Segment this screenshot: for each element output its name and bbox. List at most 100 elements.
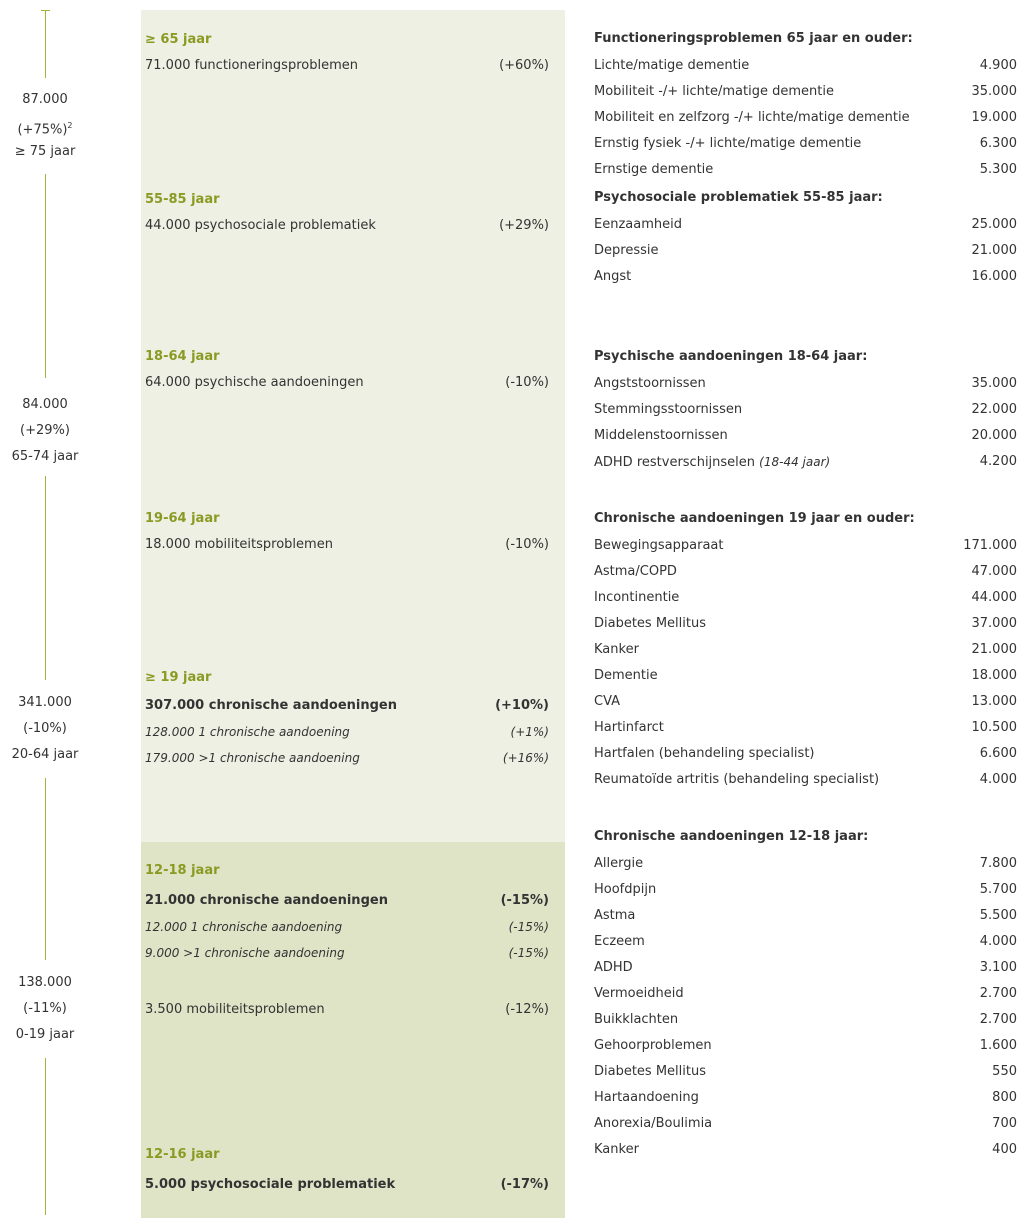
block-line: 71.000 functioneringsproblemen bbox=[145, 58, 358, 73]
row-label: Mobiliteit -/+ lichte/matige dementie bbox=[594, 84, 834, 100]
row-value: 18.000 bbox=[971, 668, 1018, 683]
row-label: Incontinentie bbox=[594, 590, 679, 606]
row-value: 7.800 bbox=[979, 856, 1017, 871]
row-label: Middelenstoornissen bbox=[594, 428, 728, 444]
label: Mobiliteit -/+ lichte/matige dementie bbox=[594, 84, 834, 99]
block-change: (-15%) bbox=[500, 893, 549, 908]
block-line: 179.000 >1 chronische aandoening bbox=[145, 751, 360, 765]
timeline-value: 341.000 bbox=[18, 695, 72, 710]
row-value: 20.000 bbox=[971, 428, 1018, 443]
row-label: Anorexia/Boulimia bbox=[594, 1116, 712, 1132]
row-label: Depressie bbox=[594, 243, 658, 259]
row-label: Astma bbox=[594, 908, 635, 924]
row-value: 19.000 bbox=[971, 110, 1018, 125]
timeline-value: 138.000 bbox=[18, 975, 72, 990]
row-value: 25.000 bbox=[971, 217, 1018, 232]
timeline-line bbox=[45, 778, 46, 960]
row-label: ADHD bbox=[594, 960, 633, 976]
row-label: Diabetes Mellitus bbox=[594, 1064, 706, 1080]
row-label: Gehoorproblemen bbox=[594, 1038, 712, 1054]
section-heading: Chronische aandoeningen 12-18 jaar: bbox=[594, 829, 869, 844]
change: (-10%) bbox=[23, 721, 67, 736]
row-value: 35.000 bbox=[971, 376, 1018, 391]
row-label: Angststoornissen bbox=[594, 376, 706, 392]
row-label: Ernstige dementie bbox=[594, 162, 713, 178]
block-change: (+16%) bbox=[502, 751, 549, 765]
label: Hartfalen (behandeling specialist) bbox=[594, 746, 815, 761]
label: ADHD restverschijnselen bbox=[594, 455, 756, 470]
block-heading: 19-64 jaar bbox=[145, 511, 220, 526]
note: (18-44 jaar) bbox=[759, 455, 831, 469]
row-value: 400 bbox=[992, 1142, 1017, 1157]
label: Angst bbox=[594, 269, 632, 284]
label: Eenzaamheid bbox=[594, 217, 682, 232]
timeline-change: (+75%)2 bbox=[0, 118, 90, 138]
row-label: Vermoeidheid bbox=[594, 986, 684, 1002]
timeline-line bbox=[45, 1058, 46, 1215]
block-change: (-15%) bbox=[508, 946, 549, 960]
row-value: 21.000 bbox=[971, 642, 1018, 657]
block-line: 18.000 mobiliteitsproblemen bbox=[145, 537, 333, 552]
row-label: Astma/COPD bbox=[594, 564, 677, 580]
row-value: 171.000 bbox=[963, 538, 1017, 553]
label: Ernstig fysiek -/+ lichte/matige dementi… bbox=[594, 136, 862, 151]
row-label: Eenzaamheid bbox=[594, 217, 682, 233]
panel-youth bbox=[141, 842, 565, 1218]
block-change: (-12%) bbox=[505, 1002, 549, 1017]
row-label: Ernstig fysiek -/+ lichte/matige dementi… bbox=[594, 136, 861, 152]
row-value: 550 bbox=[992, 1064, 1017, 1079]
block-change: (+60%) bbox=[499, 58, 549, 73]
block-line: 44.000 psychosociale problematiek bbox=[145, 218, 376, 233]
label: Astma bbox=[594, 908, 636, 923]
label: Allergie bbox=[594, 856, 644, 871]
row-label: Kanker bbox=[594, 642, 639, 658]
row-value: 10.500 bbox=[971, 720, 1018, 735]
block-line: 12.000 1 chronische aandoening bbox=[145, 920, 343, 934]
row-value: 44.000 bbox=[971, 590, 1018, 605]
change: (-11%) bbox=[23, 1001, 67, 1016]
row-label: Eczeem bbox=[594, 934, 645, 950]
row-label: Dementie bbox=[594, 668, 658, 684]
row-value: 1.600 bbox=[979, 1038, 1017, 1053]
label: Diabetes Mellitus bbox=[594, 616, 706, 631]
label: ADHD bbox=[594, 960, 633, 975]
timeline-age: 65-74 jaar bbox=[11, 449, 79, 464]
row-value: 21.000 bbox=[971, 243, 1018, 258]
block-line: 5.000 psychosociale problematiek bbox=[145, 1177, 396, 1192]
block-heading: 55-85 jaar bbox=[145, 192, 220, 207]
block-change: (-17%) bbox=[500, 1177, 549, 1192]
row-label: ADHD restverschijnselen (18-44 jaar) bbox=[594, 454, 830, 471]
block-heading: 12-18 jaar bbox=[145, 863, 220, 878]
label: Anorexia/Boulimia bbox=[594, 1116, 713, 1131]
label: Kanker bbox=[594, 642, 639, 657]
row-label: Hoofdpijn bbox=[594, 882, 656, 898]
row-label: Lichte/matige dementie bbox=[594, 58, 749, 74]
block-line: 307.000 chronische aandoeningen bbox=[145, 698, 397, 713]
timeline-value: 84.000 bbox=[22, 397, 68, 412]
block-change: (+10%) bbox=[495, 698, 549, 713]
block-line: 3.500 mobiliteitsproblemen bbox=[145, 1002, 325, 1017]
row-label: Buikklachten bbox=[594, 1012, 678, 1028]
row-value: 6.600 bbox=[979, 746, 1017, 761]
row-value: 47.000 bbox=[971, 564, 1018, 579]
row-value: 3.100 bbox=[979, 960, 1017, 975]
row-label: Mobiliteit en zelfzorg -/+ lichte/matige… bbox=[594, 110, 910, 126]
row-label: Reumatoïde artritis (behandeling special… bbox=[594, 772, 879, 788]
row-label: Hartaandoening bbox=[594, 1090, 699, 1106]
row-value: 5.700 bbox=[979, 882, 1017, 897]
footnote: 2 bbox=[67, 121, 73, 130]
label: Astma/COPD bbox=[594, 564, 677, 579]
row-label: Kanker bbox=[594, 1142, 639, 1158]
block-change: (-15%) bbox=[508, 920, 549, 934]
row-label: Hartinfarct bbox=[594, 720, 664, 736]
label: Mobiliteit en zelfzorg -/+ lichte/matige… bbox=[594, 110, 910, 125]
label: Diabetes Mellitus bbox=[594, 1064, 706, 1079]
label: Vermoeidheid bbox=[594, 986, 684, 1001]
row-value: 2.700 bbox=[979, 986, 1017, 1001]
row-value: 5.500 bbox=[979, 908, 1017, 923]
row-value: 4.000 bbox=[979, 934, 1017, 949]
row-value: 35.000 bbox=[971, 84, 1018, 99]
timeline-line bbox=[45, 174, 46, 378]
timeline-change: (+29%) bbox=[0, 423, 90, 439]
